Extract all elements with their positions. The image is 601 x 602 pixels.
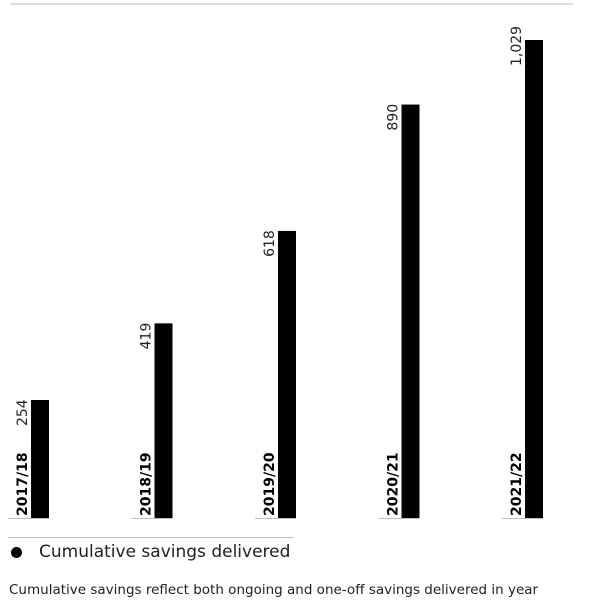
category-label: 2019/20 [262, 452, 278, 516]
category-label: 2017/18 [15, 452, 31, 516]
value-label: 890 [386, 104, 402, 131]
category-label: 2018/19 [139, 452, 155, 516]
bar-2021-22 [525, 40, 543, 518]
value-label: 1,029 [509, 26, 525, 66]
value-label: 419 [139, 323, 155, 350]
bar-chart: 2017/18 254 2018/19 419 2019/20 618 2020/21 890… [8, 3, 573, 519]
legend: Cumulative savings delivered [11, 540, 290, 564]
legend-divider [8, 537, 294, 538]
category-label: 2020/21 [386, 452, 402, 516]
value-label: 254 [15, 399, 31, 426]
bar-2019-20 [278, 230, 296, 519]
bar-2020-21 [401, 104, 420, 518]
legend-label: Cumulative savings delivered [39, 542, 291, 562]
footnote: Cumulative savings reflect both ongoing … [9, 582, 539, 598]
bar-2018-19 [154, 323, 173, 518]
legend-marker [11, 546, 22, 558]
value-label: 618 [262, 230, 278, 257]
bar-2017-18 [31, 400, 49, 518]
category-label: 2021/22 [509, 452, 525, 516]
